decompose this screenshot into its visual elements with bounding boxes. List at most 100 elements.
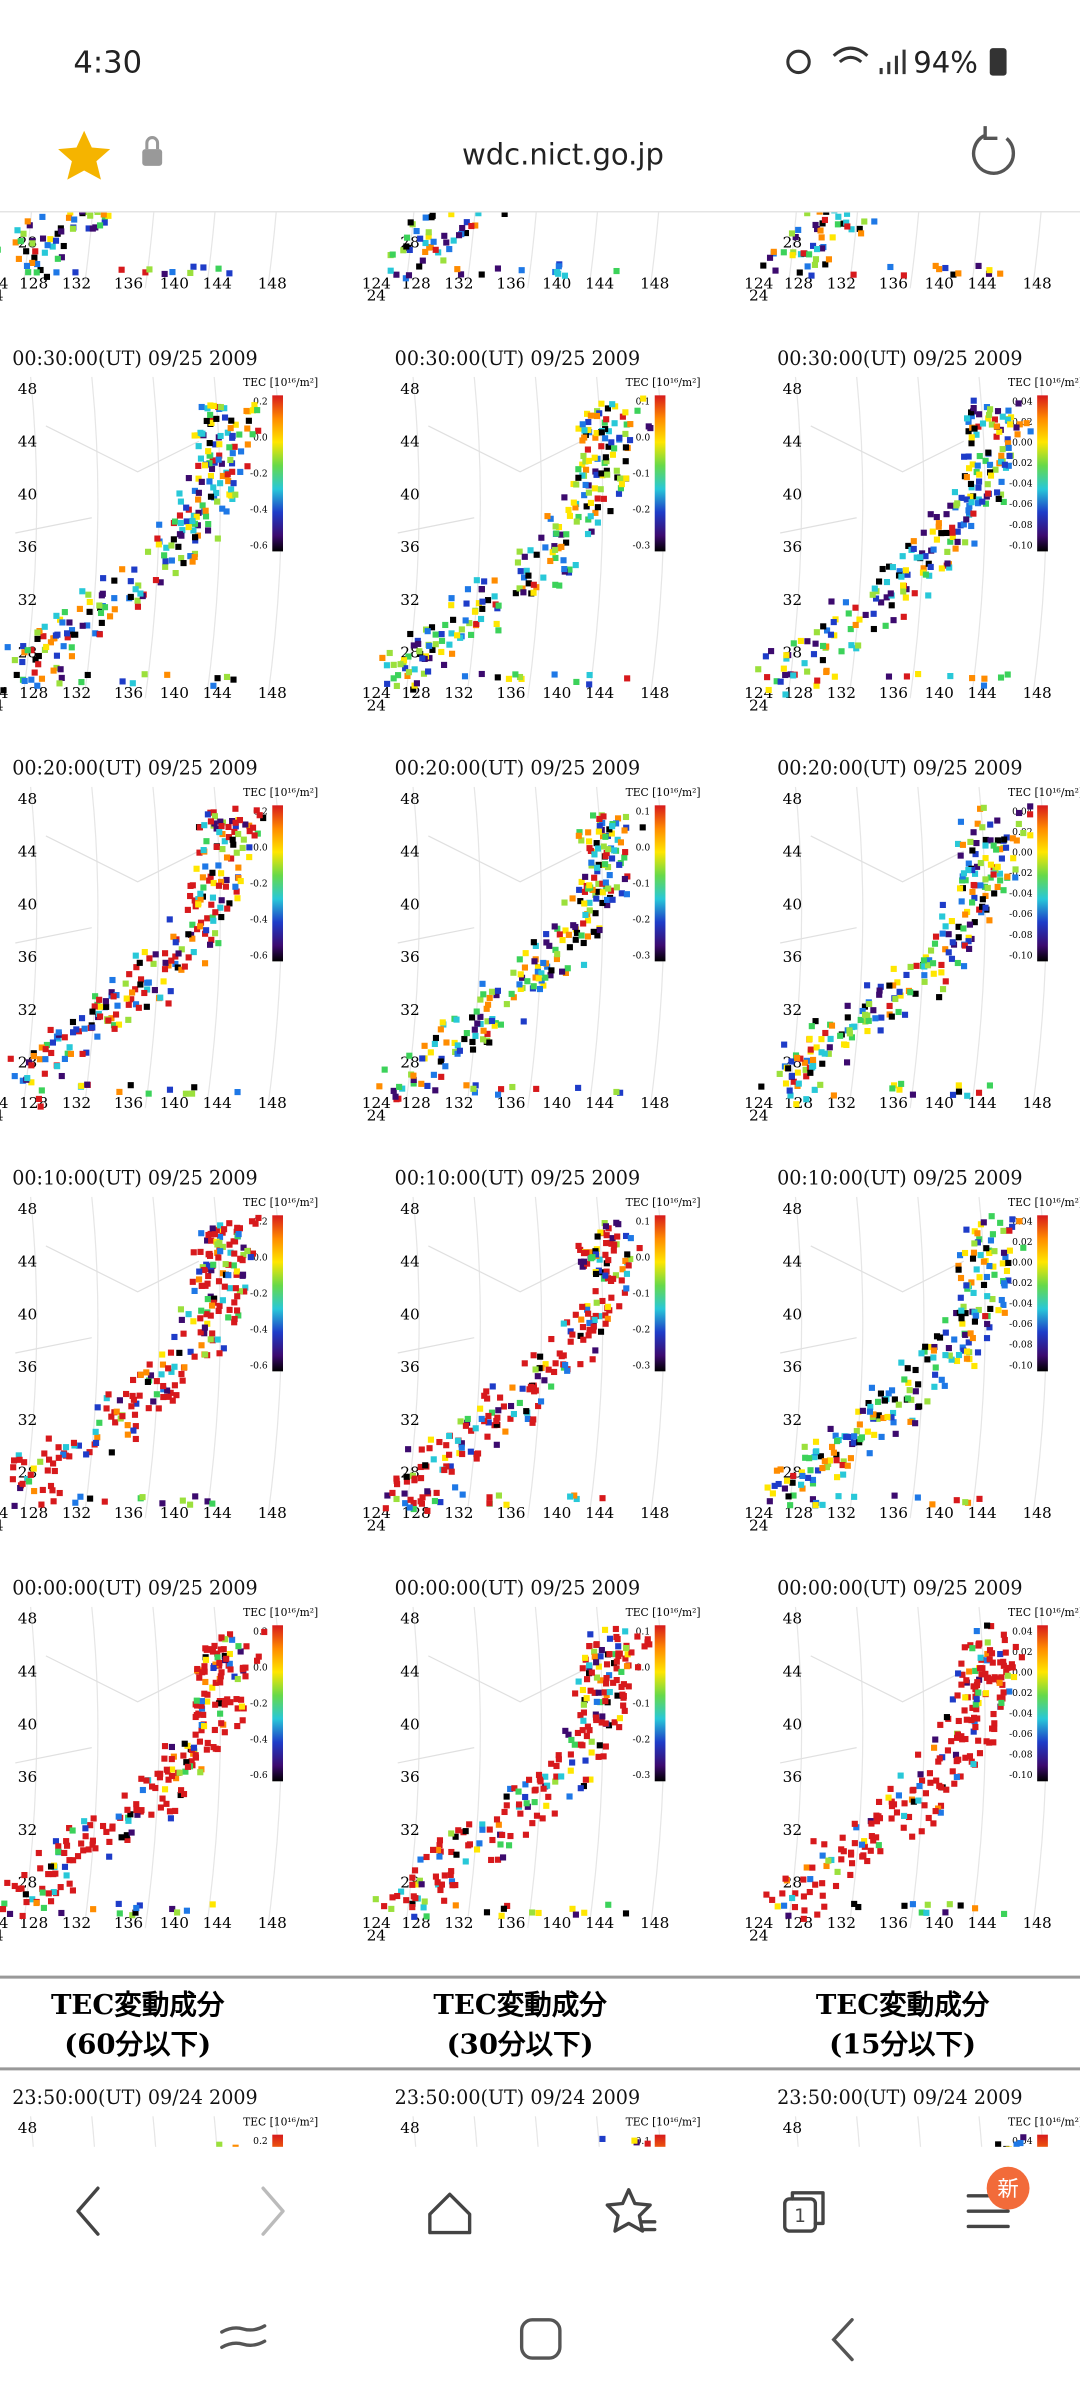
station-dot — [847, 1851, 855, 1858]
station-dot — [86, 608, 93, 615]
station-dot — [114, 1002, 121, 1009]
station-dot — [620, 1681, 627, 1688]
station-dot — [240, 1251, 247, 1259]
station-dot — [866, 1408, 874, 1415]
colorbar-label: -0.2 — [632, 1734, 650, 1745]
station-dot — [63, 1842, 71, 1849]
station-dot — [448, 602, 455, 609]
station-dot — [118, 266, 125, 273]
station-dot — [226, 1631, 234, 1638]
station-dot — [566, 512, 574, 519]
station-dot — [151, 987, 158, 994]
station-dot — [1020, 2134, 1027, 2141]
station-dot — [475, 600, 482, 607]
station-dot — [889, 1085, 896, 1092]
station-dot — [214, 1650, 221, 1657]
station-dot — [35, 1095, 42, 1103]
station-dot — [937, 1784, 945, 1791]
station-dot — [800, 1893, 807, 1900]
colorbar-label: 0.2 — [253, 397, 268, 408]
station-dot — [468, 631, 475, 638]
station-dot — [229, 495, 236, 502]
url[interactable]: wdc.nict.go.jp — [462, 137, 664, 171]
station-dot — [839, 1834, 846, 1841]
station-dot — [991, 1720, 998, 1727]
station-dot — [438, 648, 445, 656]
station-dot — [830, 619, 837, 626]
station-dot — [905, 1379, 912, 1386]
station-dot — [870, 1837, 877, 1844]
station-dot — [904, 571, 911, 578]
station-dot — [576, 886, 583, 893]
station-dot — [497, 1394, 504, 1401]
reload-button[interactable] — [971, 126, 1016, 175]
lat-label: 48 — [18, 790, 37, 808]
tabs-button[interactable] — [783, 2197, 818, 2233]
station-dot — [978, 1671, 985, 1678]
station-dot — [79, 588, 86, 595]
lat-label: 48 — [400, 1200, 419, 1218]
station-dot — [526, 1386, 533, 1393]
station-dot — [980, 1258, 987, 1265]
station-dot — [954, 1734, 961, 1741]
station-dot — [821, 1050, 828, 1057]
station-dot — [602, 1720, 609, 1727]
station-dot — [766, 1498, 773, 1505]
recents-key[interactable] — [220, 2324, 267, 2349]
station-dot — [47, 1482, 55, 1490]
station-dot — [548, 1335, 555, 1343]
map-outline — [970, 1606, 986, 1929]
colorbar-title: TEC [10¹⁶/m²] — [626, 786, 701, 799]
station-dot — [85, 591, 92, 598]
station-dot — [773, 678, 780, 685]
station-dot — [585, 829, 592, 836]
station-dot — [870, 610, 877, 617]
station-dot — [547, 557, 554, 565]
lon-label: 132 — [444, 1914, 473, 1932]
bookmark-star[interactable] — [58, 130, 111, 180]
bookmarks-button[interactable] — [605, 2188, 657, 2233]
station-dot — [613, 1677, 620, 1684]
station-dot — [970, 1728, 977, 1735]
lon-label: 128 — [784, 1504, 813, 1522]
station-dot — [615, 490, 623, 497]
station-dot — [152, 1784, 159, 1792]
station-dot — [409, 1874, 416, 1881]
station-dot — [971, 1240, 978, 1247]
station-dot — [195, 496, 202, 503]
station-dot — [825, 1460, 832, 1468]
home-button[interactable] — [428, 2192, 472, 2235]
station-dot — [912, 1420, 919, 1427]
station-dot — [613, 267, 620, 275]
station-dot — [133, 1400, 140, 1407]
station-dot — [814, 1467, 822, 1474]
station-dot — [82, 1825, 89, 1832]
home-key[interactable] — [519, 2318, 562, 2360]
station-dot — [207, 411, 214, 418]
forward-button[interactable] — [261, 2186, 285, 2236]
station-dot — [955, 270, 962, 277]
station-dot — [962, 1754, 969, 1761]
back-key[interactable] — [831, 2318, 854, 2362]
station-dot — [61, 1863, 69, 1870]
station-dot — [899, 553, 906, 560]
station-dot — [116, 1910, 123, 1917]
lon-label: 140 — [925, 1914, 954, 1932]
colorbar-title: TEC [10¹⁶/m²] — [243, 376, 318, 389]
station-dot — [192, 1493, 199, 1500]
station-dot — [123, 995, 130, 1002]
station-dot — [453, 1851, 460, 1858]
station-dot — [897, 1772, 904, 1779]
station-dot — [532, 974, 539, 981]
station-dot — [988, 421, 995, 428]
station-dot — [813, 629, 820, 636]
station-dot — [121, 1792, 128, 1799]
colorbar-label: -0.3 — [632, 1360, 650, 1371]
station-dot — [133, 964, 140, 971]
station-dot — [217, 818, 224, 825]
station-dot — [562, 969, 569, 977]
station-dot — [644, 2140, 651, 2147]
back-button[interactable] — [76, 2186, 100, 2236]
station-dot — [123, 1832, 130, 1839]
station-dot — [256, 812, 263, 819]
